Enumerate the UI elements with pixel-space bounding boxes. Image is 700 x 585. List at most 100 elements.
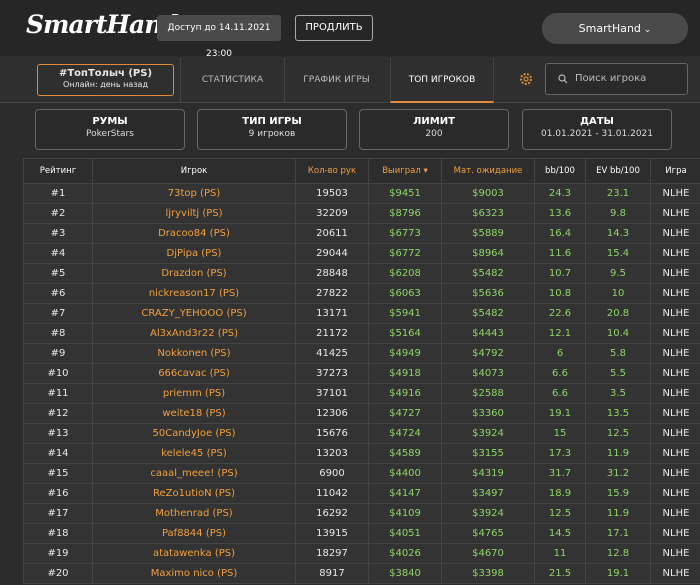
player-link[interactable]: Maximo nico (PS)	[92, 563, 296, 584]
table-cell: 17.3	[534, 443, 586, 464]
table-cell: 37273	[295, 363, 369, 384]
table-cell: 5.5	[585, 363, 651, 384]
player-link[interactable]: ReZo1utioN (PS)	[92, 483, 296, 504]
table-cell: #1	[23, 183, 93, 204]
table-row: #4 DjPipa (PS) 29044 $6772 $8964 11.6 15.4 NLHE	[23, 243, 700, 264]
table-cell: 32209	[295, 203, 369, 224]
table-cell: #12	[23, 403, 93, 424]
table-cell: $5889	[441, 223, 535, 244]
player-link[interactable]: CRAZY_YEHOOO (PS)	[92, 303, 296, 324]
user-menu[interactable]: SmartHand	[542, 13, 688, 44]
table-cell: #9	[23, 343, 93, 364]
filter-value: 01.01.2021 - 31.01.2021	[540, 129, 654, 139]
filter-box[interactable]: ЛИМИТ 200	[359, 109, 509, 150]
table-cell: NLHE	[650, 323, 700, 344]
table-cell: 13.6	[534, 203, 586, 224]
table-cell: $3924	[441, 503, 535, 524]
table-cell: NLHE	[650, 283, 700, 304]
table-cell: 15	[534, 423, 586, 444]
table-cell: 20.8	[585, 303, 651, 324]
table-cell: $5164	[368, 323, 442, 344]
table-cell: 15.9	[585, 483, 651, 504]
table-cell: 16.4	[534, 223, 586, 244]
filter-value: 9 игроков	[248, 129, 296, 139]
player-link[interactable]: Al3xAnd3r22 (PS)	[92, 323, 296, 344]
player-link[interactable]: ljryviltj (PS)	[92, 203, 296, 224]
filter-box[interactable]: ДАТЫ 01.01.2021 - 31.01.2021	[522, 109, 672, 150]
table-cell: $8796	[368, 203, 442, 224]
player-link[interactable]: Drazdon (PS)	[92, 263, 296, 284]
player-link[interactable]: Mothenrad (PS)	[92, 503, 296, 524]
table-row: #6 nickreason17 (PS) 27822 $6063 $5636 10.8 10…	[23, 283, 700, 304]
column-header[interactable]: Кол-во рук	[295, 158, 369, 184]
table-cell: 23.1	[585, 183, 651, 204]
player-link[interactable]: nickreason17 (PS)	[92, 283, 296, 304]
table-cell: $3155	[441, 443, 535, 464]
table-cell: 12.5	[585, 423, 651, 444]
column-header[interactable]: Выиграл	[368, 158, 442, 184]
profile-box[interactable]: #ТопТолыч (PS) Онлайн: день назад	[37, 64, 174, 96]
table-cell: NLHE	[650, 563, 700, 584]
table-cell: NLHE	[650, 443, 700, 464]
table-cell: NLHE	[650, 223, 700, 244]
table-cell: $4147	[368, 483, 442, 504]
player-link[interactable]: weite18 (PS)	[92, 403, 296, 424]
table-cell: NLHE	[650, 363, 700, 384]
column-header[interactable]: Мат. ожидание	[441, 158, 535, 184]
table-row: #10 666cavac (PS) 37273 $4918 $4073 6.6 5.5 NLH…	[23, 363, 700, 384]
filter-box[interactable]: ТИП ИГРЫ 9 игроков	[197, 109, 347, 150]
column-header: Игра	[650, 158, 700, 184]
column-header: Игрок	[92, 158, 296, 184]
table-cell: #13	[23, 423, 93, 444]
nav-tab[interactable]: ТОП ИГРОКОВ	[390, 58, 494, 103]
table-cell: $4443	[441, 323, 535, 344]
table-cell: #2	[23, 203, 93, 224]
table-cell: $4670	[441, 543, 535, 564]
table-cell: #11	[23, 383, 93, 404]
player-link[interactable]: caaal_meee! (PS)	[92, 463, 296, 484]
search-input[interactable]: Поиск игрока	[545, 63, 688, 95]
player-link[interactable]: Paf8844 (PS)	[92, 523, 296, 544]
table-cell: 10.7	[534, 263, 586, 284]
table-cell: 31.2	[585, 463, 651, 484]
table-cell: #6	[23, 283, 93, 304]
player-link[interactable]: Dracoo84 (PS)	[92, 223, 296, 244]
player-link[interactable]: atatawenka (PS)	[92, 543, 296, 564]
table-row: #19 atatawenka (PS) 18297 $4026 $4670 11 12.8 N…	[23, 543, 700, 564]
table-cell: 9.5	[585, 263, 651, 284]
table-cell: 3.5	[585, 383, 651, 404]
table-cell: NLHE	[650, 383, 700, 404]
player-link[interactable]: Nokkonen (PS)	[92, 343, 296, 364]
table-cell: 10.4	[585, 323, 651, 344]
table-cell: NLHE	[650, 263, 700, 284]
table-row: #13 50CandyJoe (PS) 15676 $4724 $3924 15 12.5 N…	[23, 423, 700, 444]
column-header[interactable]: EV bb/100	[585, 158, 651, 184]
table-cell: 13.5	[585, 403, 651, 424]
table-cell: NLHE	[650, 343, 700, 364]
player-link[interactable]: 50CandyJoe (PS)	[92, 423, 296, 444]
extend-button[interactable]: ПРОДЛИТЬ	[295, 15, 373, 41]
table-cell: $4918	[368, 363, 442, 384]
player-link[interactable]: priemm (PS)	[92, 383, 296, 404]
settings-icon[interactable]	[518, 71, 534, 87]
table-body: #1 73top (PS) 19503 $9451 $9003 24.3 23.1 NLHE #…	[23, 183, 700, 584]
column-header[interactable]: bb/100	[534, 158, 586, 184]
table-cell: $4916	[368, 383, 442, 404]
player-link[interactable]: kelele45 (PS)	[92, 443, 296, 464]
player-link[interactable]: 73top (PS)	[92, 183, 296, 204]
player-link[interactable]: DjPipa (PS)	[92, 243, 296, 264]
logo[interactable]: SmartHand	[26, 10, 179, 39]
table-cell: NLHE	[650, 203, 700, 224]
nav-tab[interactable]: СТАТИСТИКА	[180, 58, 284, 103]
table-cell: 19503	[295, 183, 369, 204]
table-cell: $4319	[441, 463, 535, 484]
table-cell: 31.7	[534, 463, 586, 484]
player-link[interactable]: 666cavac (PS)	[92, 363, 296, 384]
table-cell: $4724	[368, 423, 442, 444]
table-cell: 41425	[295, 343, 369, 364]
table-cell: $4073	[441, 363, 535, 384]
table-cell: 11042	[295, 483, 369, 504]
table-cell: $4051	[368, 523, 442, 544]
filter-box[interactable]: РУМЫ PokerStars	[35, 109, 185, 150]
nav-tab[interactable]: ГРАФИК ИГРЫ	[284, 58, 388, 103]
